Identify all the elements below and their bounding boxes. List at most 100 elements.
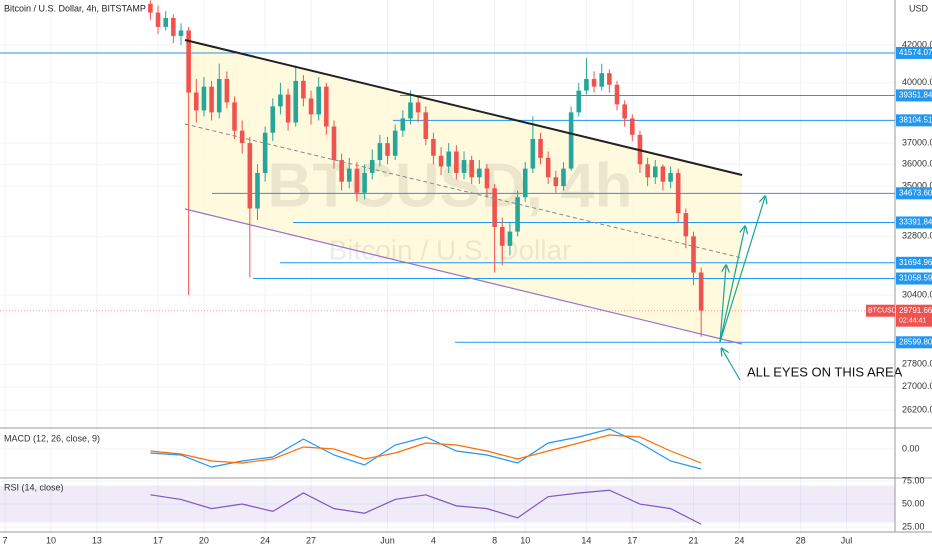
y-tick-label: 27000.00 (902, 381, 932, 391)
x-tick-label: Jul (841, 535, 853, 545)
watermark-subtitle: Bitcoin / U.S. Dollar (329, 234, 572, 265)
macd-title: MACD (12, 26, close, 9) (4, 433, 100, 443)
symbol: BTCUSD (868, 308, 897, 315)
candle-body (262, 132, 268, 173)
arrow (719, 227, 745, 343)
candle-body (339, 160, 344, 182)
candle-body (201, 86, 207, 111)
candle-body (163, 17, 168, 27)
x-tick-label: 24 (734, 535, 744, 545)
candle-body (568, 112, 574, 169)
series-line (150, 428, 702, 470)
candle-body (209, 86, 214, 113)
candle-body (691, 236, 696, 273)
x-tick-label: Jun (380, 535, 395, 545)
x-tick-label: 7 (3, 535, 8, 545)
level-tag (896, 272, 932, 285)
y-tick-label: 26200.00 (902, 404, 932, 414)
x-tick-label: 17 (153, 535, 163, 545)
x-tick-label: 4 (431, 535, 436, 545)
candle-body (232, 102, 237, 131)
level-tag (896, 89, 932, 102)
level-label: 41574.07 (899, 48, 932, 57)
level-label: 34673.60 (899, 188, 932, 197)
rsi-title: RSI (14, close) (4, 482, 64, 492)
level-label: 38104.51 (899, 115, 932, 124)
symbol-tag (866, 304, 895, 317)
levels (0, 52, 895, 343)
candle-body (224, 78, 230, 103)
arrow (722, 349, 741, 381)
channel-bottom (184, 208, 743, 345)
plot (148, 0, 704, 525)
candle-body (484, 168, 490, 189)
candle-body (362, 172, 367, 193)
candle-body (522, 168, 528, 198)
candle-body (515, 197, 520, 232)
y-tick-label: 30400.00 (902, 289, 932, 299)
candle-body (698, 272, 704, 311)
candle-body (148, 3, 153, 13)
candle-body (186, 30, 191, 93)
candle-body (369, 160, 375, 173)
y-tick-label: 0.00 (902, 443, 920, 453)
candle-body (270, 106, 276, 133)
y-tick-label: 42000.00 (902, 39, 932, 49)
y-tick-label: 32800.00 (902, 231, 932, 241)
candle-body (400, 118, 406, 131)
candle-body (408, 102, 413, 119)
annotation: ALL EYES ON THIS AREA (747, 364, 903, 379)
last-price-tag (896, 304, 932, 327)
currency: USD (909, 3, 929, 13)
candle-body (652, 166, 658, 178)
candle-body (278, 94, 283, 107)
level-tag (896, 114, 932, 127)
axis: 7 10 13 17 20 24 27 Jun 4 8 10 14 17 21 24 28 Jul 42000.0… (3, 39, 932, 545)
countdown: 02:44:41 (899, 318, 926, 325)
level-label: 31058.59 (899, 274, 932, 283)
x-tick-label: 10 (46, 535, 56, 545)
level-tag (896, 216, 932, 229)
candle-body (553, 177, 559, 187)
series-line (150, 434, 702, 464)
candle-body (377, 143, 383, 161)
candle-body (584, 78, 589, 91)
channel-mid (184, 123, 743, 259)
candle-body (155, 12, 161, 27)
candle-body (660, 166, 666, 182)
candle-body (576, 90, 582, 113)
candle-body (607, 73, 612, 85)
x-tick-label: 20 (199, 535, 209, 545)
last-price-label: 29791.66 (899, 306, 932, 315)
candle-body (193, 92, 199, 111)
series-line (150, 489, 702, 525)
candle-body (247, 143, 253, 209)
candle-body (431, 138, 436, 156)
candle-body (354, 168, 360, 193)
x-tick-label: 27 (306, 535, 316, 545)
y-tick-label: 25.00 (902, 521, 925, 531)
y-tick-label: 75.00 (902, 475, 925, 485)
candle-body (477, 168, 482, 178)
level-label: 39351.84 (899, 91, 932, 100)
x-tick-label: 10 (520, 535, 530, 545)
x-tick-label: 14 (581, 535, 591, 545)
candle-body (293, 80, 299, 123)
candle-body (316, 86, 321, 115)
candle-body (591, 78, 597, 87)
chart-title: Bitcoin / U.S. Dollar, 4h, BITSTAMP (4, 3, 146, 13)
candle-body (331, 126, 337, 161)
y-tick-label: 27800.00 (902, 359, 932, 369)
x-tick-label: 28 (796, 535, 806, 545)
candle-body (438, 155, 444, 167)
candle-body (683, 213, 689, 237)
y-tick-label: 37000.00 (902, 137, 932, 147)
arrow (719, 266, 726, 343)
x-tick-label: 8 (492, 535, 497, 545)
y-tick-label: 36000.00 (902, 159, 932, 169)
y-tick-label: 40000.00 (902, 77, 932, 87)
x-tick-label: 17 (627, 535, 637, 545)
x-tick-label: 13 (92, 535, 102, 545)
